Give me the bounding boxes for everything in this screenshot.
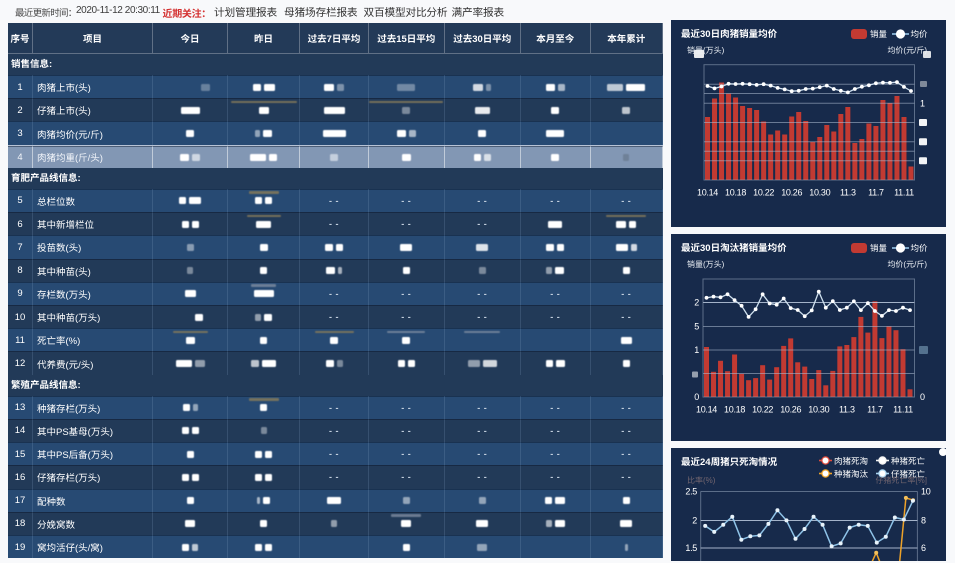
svg-text:11.7: 11.7 [867, 404, 883, 414]
svg-text:10.26: 10.26 [781, 188, 802, 198]
svg-text:1: 1 [920, 99, 925, 109]
svg-text:0: 0 [694, 392, 699, 402]
svg-text:10: 10 [921, 486, 931, 496]
svg-text:0: 0 [920, 392, 925, 402]
svg-text:11.11: 11.11 [893, 404, 913, 414]
svg-text:10.30: 10.30 [808, 404, 829, 414]
svg-text:6: 6 [921, 543, 926, 553]
svg-text:11.7: 11.7 [868, 188, 884, 198]
svg-text:11.3: 11.3 [840, 188, 856, 198]
svg-text:5: 5 [694, 321, 699, 331]
svg-text:11.11: 11.11 [894, 188, 914, 198]
svg-text:10.14: 10.14 [697, 188, 718, 198]
svg-text:1: 1 [694, 345, 699, 355]
svg-text:10.18: 10.18 [725, 188, 746, 198]
svg-text:2.5: 2.5 [685, 486, 697, 496]
svg-text:10.22: 10.22 [752, 404, 773, 414]
svg-text:1.5: 1.5 [685, 543, 697, 553]
svg-text:10.18: 10.18 [724, 404, 745, 414]
svg-text:2: 2 [692, 515, 697, 525]
svg-text:10.22: 10.22 [753, 188, 774, 198]
svg-text:10.14: 10.14 [696, 404, 717, 414]
svg-text:8: 8 [921, 515, 926, 525]
svg-text:10.30: 10.30 [809, 188, 830, 198]
svg-text:11.3: 11.3 [839, 404, 855, 414]
svg-text:10.26: 10.26 [780, 404, 801, 414]
svg-text:2: 2 [694, 297, 699, 307]
